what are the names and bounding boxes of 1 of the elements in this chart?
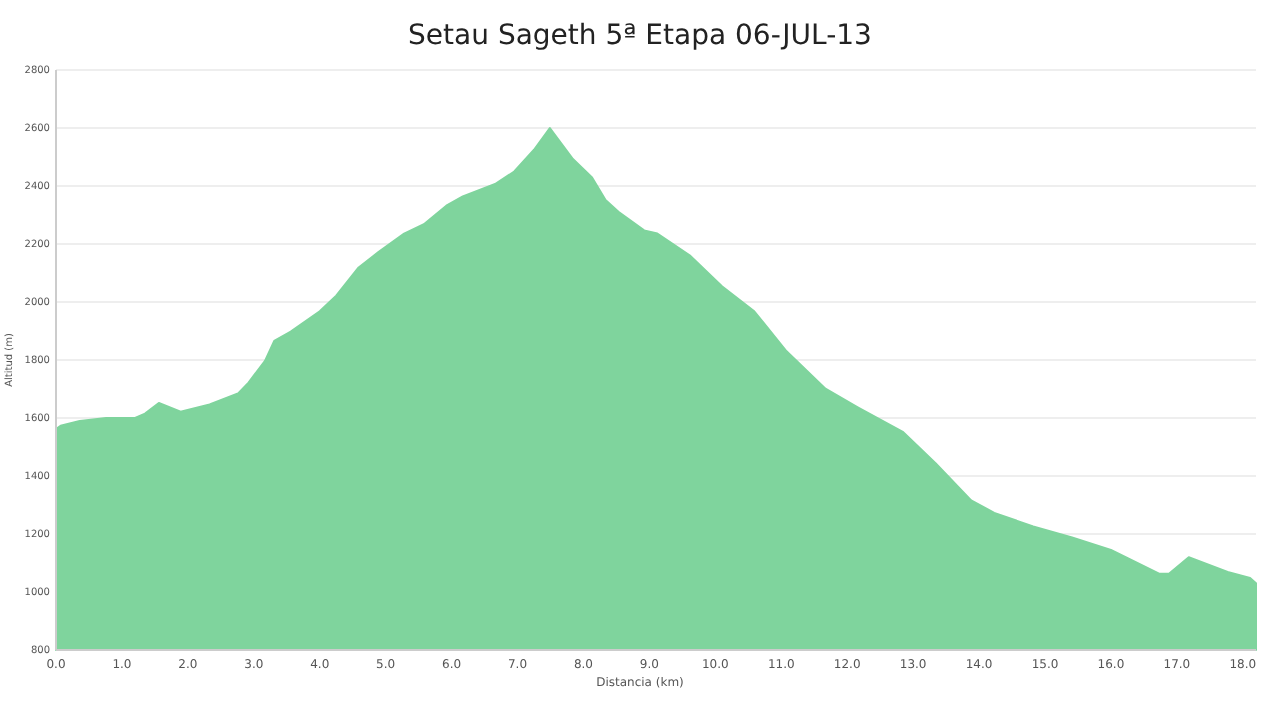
chart-title: Setau Sageth 5ª Etapa 06-JUL-13 (408, 20, 872, 52)
